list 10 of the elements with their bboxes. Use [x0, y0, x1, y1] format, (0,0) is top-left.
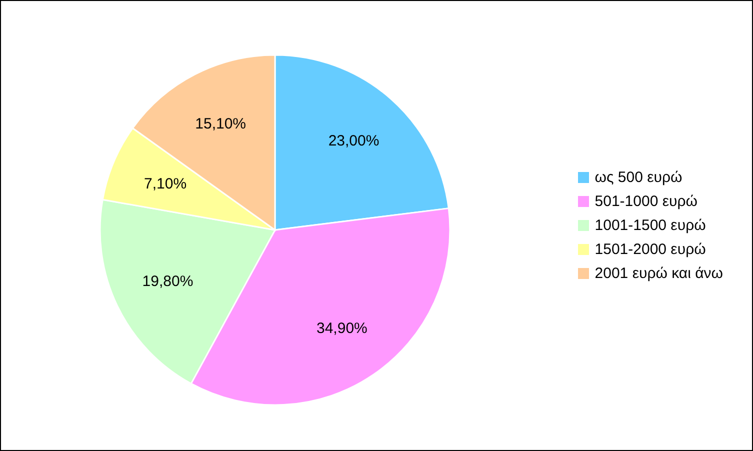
- data-label: 19,80%: [142, 273, 194, 290]
- data-label: 34,90%: [316, 320, 368, 337]
- data-label: 15,10%: [195, 116, 246, 133]
- legend-label: 1501-2000 ευρώ: [594, 240, 706, 258]
- legend-label: 2001 ευρώ και άνω: [594, 264, 723, 282]
- data-label: 23,00%: [328, 132, 380, 150]
- legend-label: 501-1000 ευρώ: [594, 192, 698, 210]
- legend-label: 1001-1500 ευρώ: [594, 216, 706, 234]
- legend-label: ως 500 ευρώ: [594, 168, 682, 186]
- data-label: 7,10%: [144, 175, 187, 192]
